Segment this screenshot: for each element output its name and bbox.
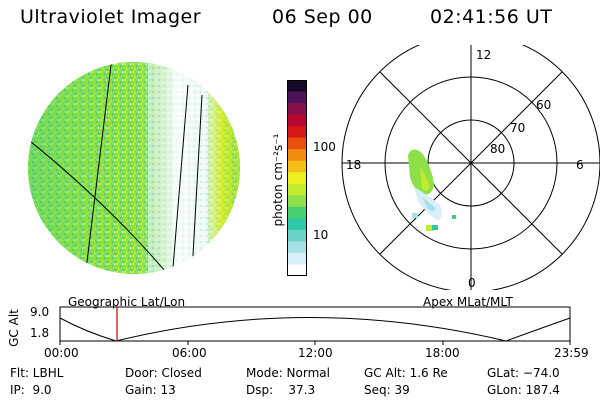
auroral-emission [408,149,456,231]
colorbar [287,80,307,280]
colorbar-step [287,114,307,127]
info-door: Door: Closed [125,366,202,380]
image-date: 06 Sep 00 [272,6,373,28]
colorbar-step [287,252,307,265]
y-tick-1-8: 1.8 [30,326,50,340]
x-tick-0600: 06:00 [172,346,207,360]
colorbar-step [287,160,307,173]
colorbar-step [287,218,307,231]
left-caption: Geographic Lat/Lon [68,295,186,309]
mlt-label-6: 6 [576,158,584,172]
polar-plot: 12 18 6 0 60 70 80 [341,45,600,290]
colorbar-unit-label: photon cm⁻²s⁻¹ [271,133,285,227]
info-dsp: Dsp: 37.3 [246,383,316,397]
colorbar-step [287,206,307,219]
colorbar-step [287,241,307,254]
right-caption: Apex MLat/MLT [423,295,513,309]
info-seq: Seq: 39 [364,383,410,397]
info-flt: Flt: LBHL [10,366,64,380]
colorbar-step [287,183,307,196]
info-ip: IP: 9.0 [10,383,52,397]
gc-alt-plot [59,306,571,345]
y-tick-9: 9.0 [30,305,50,319]
colorbar-step [287,264,307,277]
info-gc-alt: GC Alt: 1.6 Re [364,366,448,380]
colorbar-step [287,91,307,104]
info-glon: GLon: 187.4 [487,383,560,397]
colorbar-step [287,229,307,242]
colorbar-tick-10: 10 [313,228,329,242]
gc-alt-axis-label: GC Alt [7,309,21,347]
lat-label-70: 70 [510,121,525,135]
geographic-image [28,62,240,274]
x-tick-1200: 12:00 [298,346,333,360]
colorbar-step [287,172,307,185]
colorbar-step [287,137,307,150]
colorbar-step [287,103,307,116]
imager-title: Ultraviolet Imager [20,6,202,28]
colorbar-scale [287,80,307,277]
colorbar-step [287,126,307,139]
info-mode: Mode: Normal [246,366,330,380]
colorbar-step [287,149,307,162]
colorbar-step [287,195,307,208]
info-gain: Gain: 13 [125,383,176,397]
colorbar-step [287,80,307,93]
info-glat: GLat: −74.0 [487,366,560,380]
lat-label-60: 60 [536,98,551,112]
colorbar-tick-100: 100 [313,140,336,154]
mlt-label-18: 18 [346,158,361,172]
x-tick-2359: 23:59 [554,346,589,360]
mlt-label-0: 0 [468,276,476,290]
x-tick-1800: 18:00 [425,346,460,360]
colorbar-border [287,80,307,276]
image-time: 02:41:56 UT [430,6,553,28]
lat-label-80: 80 [490,142,505,156]
x-tick-0000: 00:00 [44,346,79,360]
mlt-label-12: 12 [476,48,491,62]
